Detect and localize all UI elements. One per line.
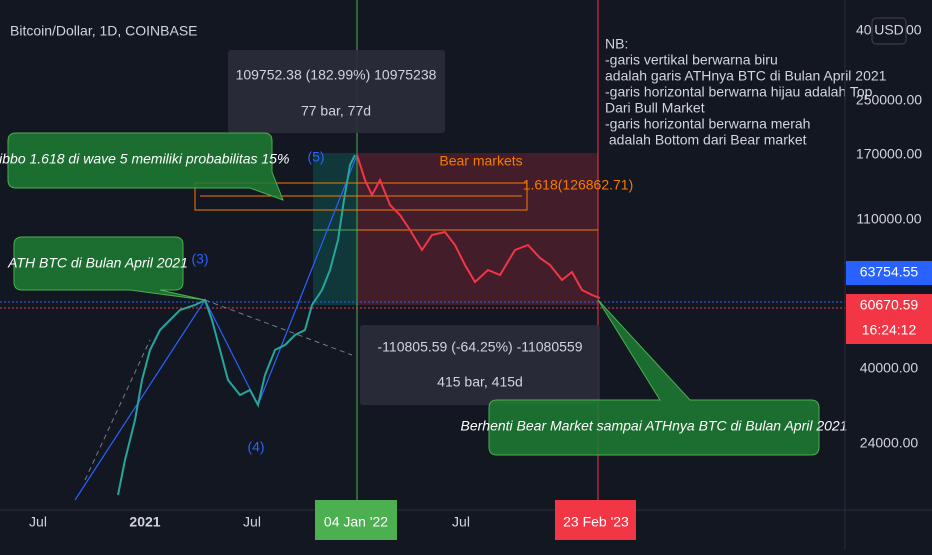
note-line: -garis horizontal berwarna hijau adalah … xyxy=(605,84,873,100)
trend-dashed xyxy=(84,339,151,481)
measure-box xyxy=(228,50,445,133)
wave-lines xyxy=(74,154,358,501)
callout-box xyxy=(488,299,820,456)
callout-text: Berhenti Bear Market sampai ATHnya BTC d… xyxy=(461,418,848,434)
last-price: 63754.55 xyxy=(860,264,919,280)
currency[interactable]: USD xyxy=(874,22,904,38)
callout-text: ATH BTC di Bulan April 2021 xyxy=(7,255,188,271)
callout-box xyxy=(7,132,284,201)
start-marker-box xyxy=(315,500,397,540)
note-line: NB: xyxy=(605,36,628,52)
end-marker-box xyxy=(555,500,636,540)
wave-label: (3) xyxy=(191,251,208,267)
price-label: 40000.00 xyxy=(860,360,919,376)
note-line: -garis horizontal berwarna merah xyxy=(605,116,810,132)
time-label: Jul xyxy=(452,514,470,530)
countdown: 16:24:12 xyxy=(862,322,917,338)
current-price: 60670.59 xyxy=(860,297,919,313)
wave-label: (5) xyxy=(307,149,324,165)
measure-box xyxy=(360,325,600,405)
trend-dashed xyxy=(204,299,353,356)
note-line: adalah garis ATHnya BTC di Bulan April 2… xyxy=(605,68,887,84)
fib-box xyxy=(194,182,528,211)
measure-text: 109752.38 (182.99%) 10975238 xyxy=(236,67,437,83)
time-label: Jul xyxy=(29,514,47,530)
wave-label: (4) xyxy=(247,439,264,455)
bear-label: Bear markets xyxy=(439,153,522,169)
price-labels: 250000.00 170000.00 110000.00 40000.00 24000… xyxy=(856,92,922,451)
callout-text: Fibbo 1.618 di wave 5 memiliki probabili… xyxy=(0,151,289,167)
measure-text: 415 bar, 415d xyxy=(437,374,523,390)
measure-text: 77 bar, 77d xyxy=(301,103,371,119)
price-line-down xyxy=(356,154,601,299)
fib-label: 1.618(126862.71) xyxy=(523,177,634,193)
axis-label: 00 xyxy=(906,22,922,38)
note-line: -garis vertikal berwarna biru xyxy=(605,52,778,68)
symbol-title: Bitcoin/Dollar, 1D, COINBASE xyxy=(10,23,198,39)
last-price-box xyxy=(846,261,932,285)
currency-button[interactable] xyxy=(871,17,907,45)
price-label: 110000.00 xyxy=(856,211,921,227)
end-marker: 23 Feb '23 xyxy=(563,514,629,530)
note-line: Dari Bull Market xyxy=(605,100,705,116)
start-marker: 04 Jan '22 xyxy=(324,514,388,530)
axis-label: 40 xyxy=(856,22,872,38)
callout-box xyxy=(13,236,206,301)
current-price-box xyxy=(846,294,932,344)
time-label: Jul xyxy=(243,514,261,530)
bull-region xyxy=(313,153,357,305)
price-line-up xyxy=(117,154,356,496)
price-label: 170000.00 xyxy=(856,146,922,162)
price-label: 24000.00 xyxy=(860,435,919,451)
time-label: 2021 xyxy=(129,514,160,530)
note-line: adalah Bottom dari Bear market xyxy=(605,132,807,148)
price-label: 250000.00 xyxy=(856,92,922,108)
measure-text: -110805.59 (-64.25%) -11080559 xyxy=(378,339,583,355)
